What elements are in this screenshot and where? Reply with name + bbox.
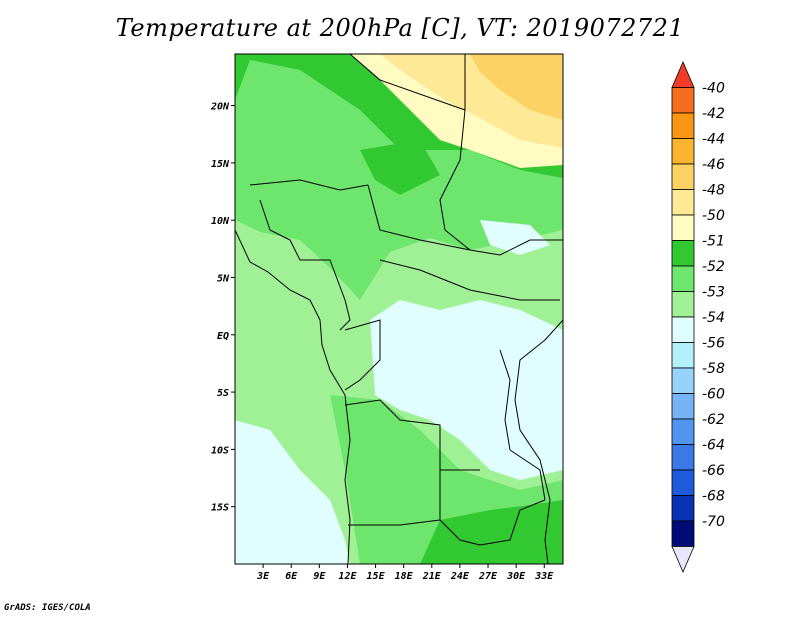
colorbar-top-arrow: [671, 60, 695, 88]
colorbar-level-label: -58: [702, 361, 725, 377]
lon-tick-label: 6E: [285, 571, 298, 582]
border-chad-sudan: [439, 109, 471, 251]
map-frame: [234, 53, 564, 565]
colorbar-level-label: -51: [702, 234, 725, 250]
border-great-lakes: [499, 349, 511, 451]
lat-tick-label: 5S: [217, 388, 229, 399]
colorbar-swatch: [671, 342, 695, 369]
colorbar-level-label: -52: [702, 259, 725, 275]
colorbar-swatch: [671, 87, 695, 114]
latitude-axis: 20N 15N 10N 5N EQ 5S 10S 15S: [210, 102, 235, 514]
colorbar-swatch: [671, 265, 695, 292]
grads-credit: GrADS: IGES/COLA: [4, 603, 91, 613]
colorbar-swatch: [671, 393, 695, 420]
border-sudan-ssd: [469, 239, 563, 256]
colorbar-level-label: -53: [702, 285, 725, 301]
border-congo: [344, 319, 381, 391]
colorbar-level-label: -44: [702, 132, 725, 148]
colorbar-swatch: [671, 189, 695, 216]
border-cameroon: [300, 259, 351, 331]
lon-tick-label: 21E: [422, 571, 442, 582]
colorbar-swatch: [671, 291, 695, 318]
lon-tick-label: 30E: [506, 571, 526, 582]
lat-tick-label: 5N: [217, 273, 230, 284]
colorbar-swatch: [671, 418, 695, 445]
coastline-west: [235, 229, 351, 564]
lat-tick-label: 15S: [211, 503, 229, 514]
lat-tick-label: 10S: [211, 445, 229, 456]
colorbar-swatch: [671, 316, 695, 343]
colorbar-level-label: -54: [702, 310, 725, 326]
lon-tick-label: 15E: [367, 571, 386, 582]
lat-tick-label: 20N: [210, 102, 230, 113]
colorbar-swatch: [671, 138, 695, 165]
border-angola-namibia: [348, 519, 441, 526]
border-chad-car: [367, 184, 471, 251]
colorbar-swatch: [671, 163, 695, 190]
colorbar-level-label: -68: [702, 489, 725, 505]
colorbar-level-label: -40: [702, 81, 725, 97]
border-tanzania: [509, 449, 546, 501]
field-band-minus48: [470, 54, 563, 120]
plot-title: Temperature at 200hPa [C], VT: 201907272…: [115, 14, 685, 42]
colorbar-level-label: -70: [702, 514, 725, 530]
colorbar-swatch: [671, 367, 695, 394]
colorbar-bottom-arrow: [671, 546, 695, 574]
border-car-drc: [379, 259, 560, 301]
border-libya-chad: [349, 54, 466, 111]
colorbar-level-label: -42: [702, 106, 725, 122]
lat-tick-label: EQ: [217, 331, 229, 342]
colorbar-swatch: [671, 495, 695, 522]
border-angola-drc: [344, 399, 480, 471]
border-west-africa: [259, 199, 301, 261]
lon-tick-label: 3E: [256, 571, 270, 582]
field-band-minus52-south: [420, 500, 563, 564]
colorbar-swatch: [671, 214, 695, 241]
lon-tick-label: 12E: [338, 571, 357, 582]
colorbar-level-label: -60: [702, 387, 725, 403]
temperature-field: [235, 54, 563, 564]
border-zambia-malawi: [479, 499, 546, 546]
country-borders: [235, 54, 563, 564]
colorbar-level-label: -46: [702, 157, 725, 173]
lon-tick-label: 27E: [478, 571, 498, 582]
colorbar: -40 -42 -44 -46 -48 -50 -51 -52 -53 -54 -56 -58 -60 -…: [671, 60, 725, 574]
colorbar-level-label: -56: [702, 336, 725, 352]
border-angola-zambia: [439, 470, 481, 546]
lon-tick-label: 18E: [395, 571, 414, 582]
field-band-minus56-southwest: [235, 420, 350, 564]
colorbar-swatch: [671, 112, 695, 139]
lat-tick-label: 15N: [211, 159, 230, 170]
lon-tick-label: 9E: [313, 571, 326, 582]
lon-tick-label: 33E: [534, 571, 554, 582]
colorbar-level-label: -62: [702, 412, 725, 428]
colorbar-level-label: -66: [702, 463, 725, 479]
field-band-minus56-central: [370, 300, 563, 480]
colorbar-swatch: [671, 520, 695, 547]
coastline-east: [514, 319, 563, 564]
longitude-axis: 3E 6E 9E 12E 15E 18E 21E 24E 27E 30E 33E: [256, 564, 554, 582]
colorbar-level-label: -50: [702, 208, 725, 224]
colorbar-swatch: [671, 444, 695, 471]
field-band-minus52-patch: [360, 140, 440, 195]
colorbar-swatch: [671, 469, 695, 496]
border-niger-nigeria: [249, 179, 369, 191]
colorbar-level-label: -64: [702, 438, 725, 454]
lon-tick-label: 24E: [450, 571, 470, 582]
colorbar-level-label: -48: [702, 183, 725, 199]
field-band-minus56-patch: [480, 220, 550, 255]
lat-tick-label: 10N: [211, 216, 230, 227]
colorbar-swatch: [671, 240, 695, 267]
